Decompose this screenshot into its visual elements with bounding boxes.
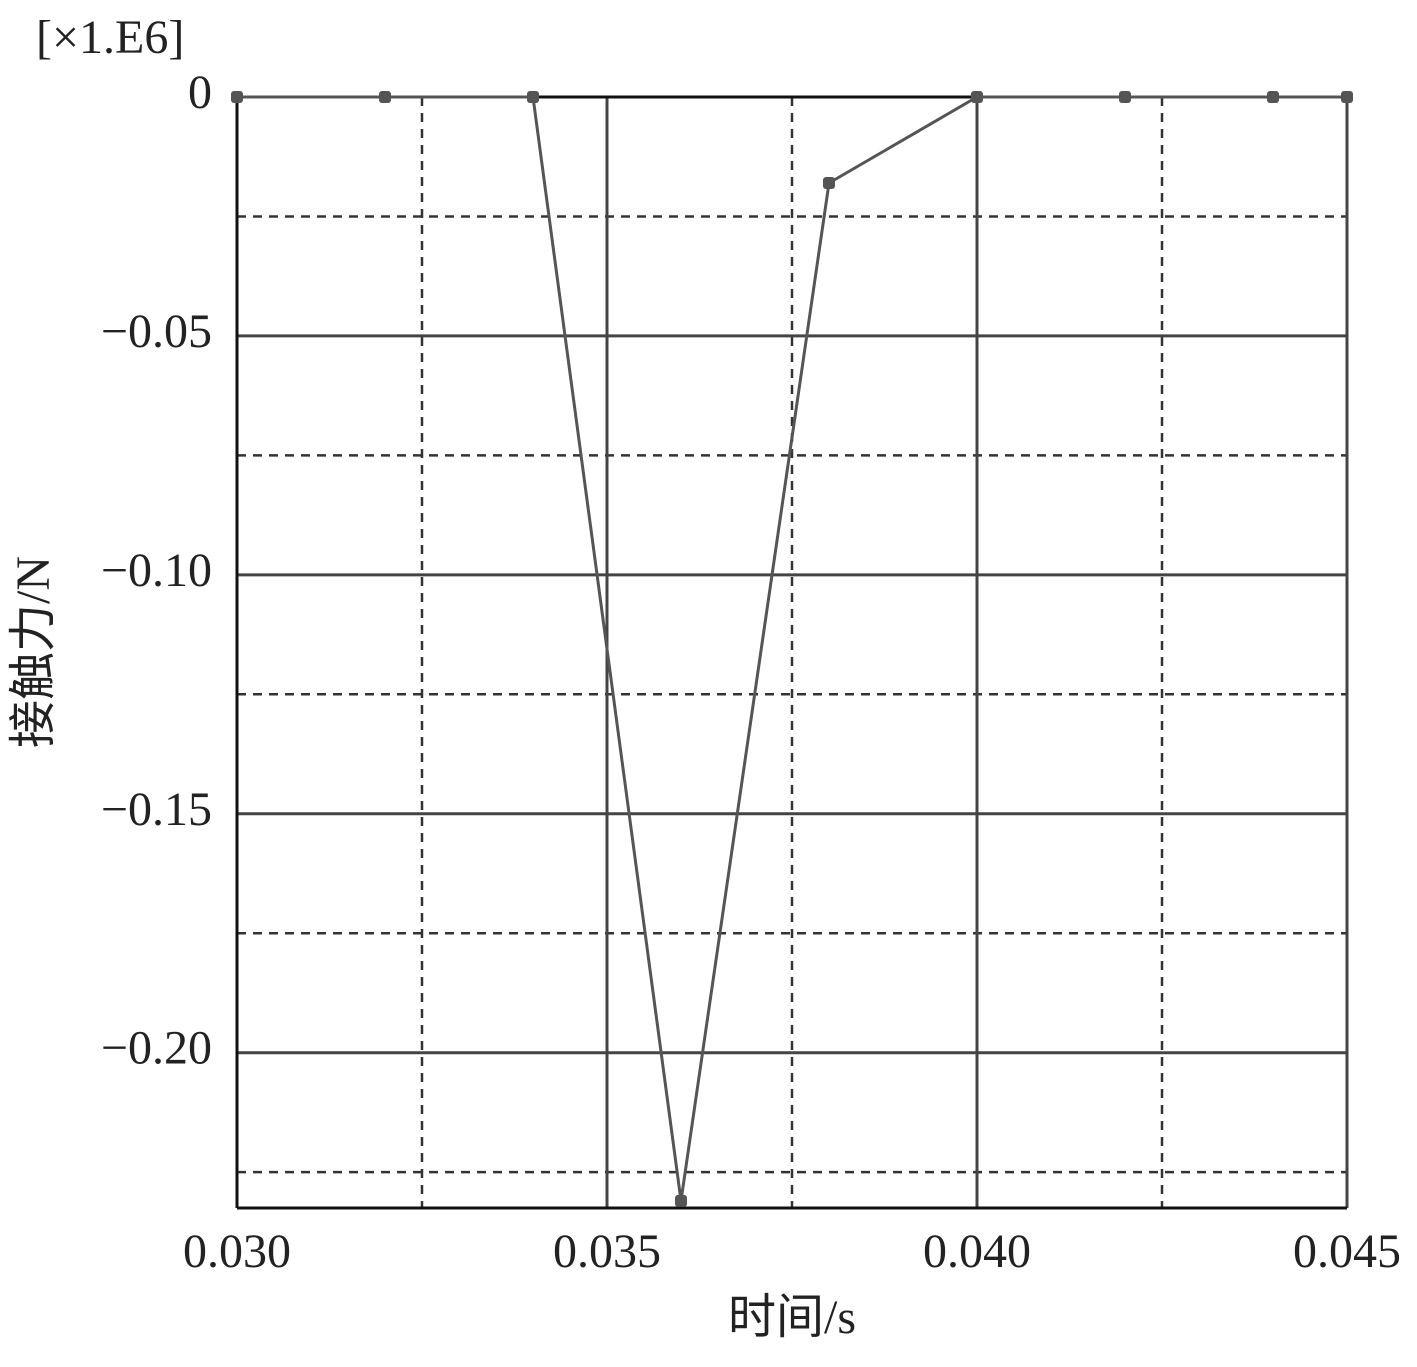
x-axis-label: 时间/s [728, 1291, 856, 1344]
y-tick-label: −0.05 [101, 305, 212, 358]
y-tick-label: −0.20 [101, 1022, 212, 1075]
point-marker [1341, 91, 1353, 103]
x-tick-label: 0.035 [553, 1225, 661, 1278]
y-tick-label: 0 [188, 66, 212, 119]
x-tick-label: 0.045 [1293, 1225, 1401, 1278]
y-tick-label: −0.15 [101, 783, 212, 836]
point-marker [971, 91, 983, 103]
point-marker [675, 1194, 687, 1207]
point-marker [823, 177, 835, 190]
point-marker [527, 91, 539, 103]
point-marker [231, 91, 243, 103]
point-marker [1119, 91, 1131, 103]
point-marker [379, 91, 391, 103]
y-tick-label: −0.10 [101, 544, 212, 597]
point-marker [1267, 91, 1279, 103]
x-tick-label: 0.030 [183, 1225, 291, 1278]
multiplier-label: [×1.E6] [36, 11, 184, 64]
y-axis-label: 接触力/N [7, 556, 60, 748]
x-tick-label: 0.040 [923, 1225, 1031, 1278]
